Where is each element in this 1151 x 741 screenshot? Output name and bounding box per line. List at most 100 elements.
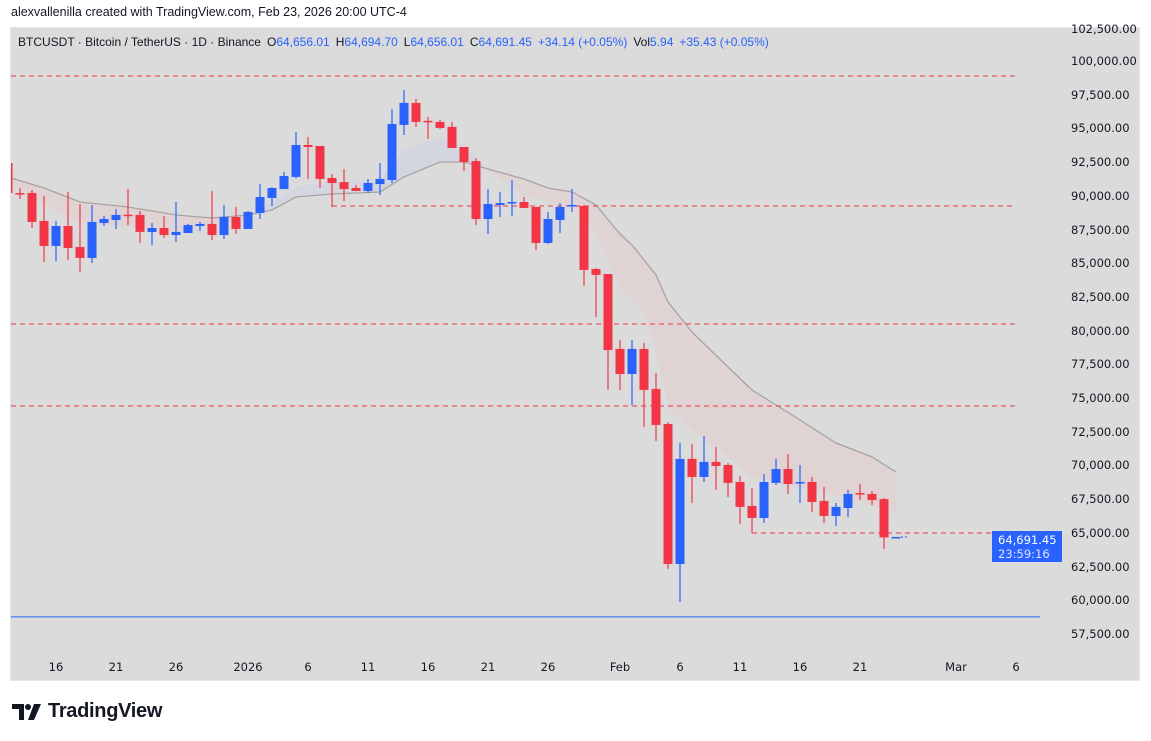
candle-body-up <box>291 144 301 177</box>
last-price-tag: 64,691.45 23:59:16 <box>992 531 1062 562</box>
candle-body-down <box>459 147 469 162</box>
ma-cloud-segment <box>524 178 536 199</box>
candle-body-down <box>639 348 649 390</box>
price-tick-label: 102,500.00 <box>1071 22 1137 37</box>
candle-body-down <box>531 206 541 243</box>
candle-body-up <box>267 187 277 198</box>
ma-cloud-segment <box>680 316 692 430</box>
time-tick-label: 11 <box>360 660 376 674</box>
candle-body-up <box>891 536 901 539</box>
candle-body-down <box>303 144 313 148</box>
candle-body-down <box>603 273 613 351</box>
candle-body-up <box>99 218 109 224</box>
ma-cloud-segment <box>32 184 44 206</box>
symbol-info[interactable]: BTCUSDT · Bitcoin / TetherUS · 1D · Bina… <box>18 35 261 49</box>
candle-body-down <box>471 161 481 219</box>
ma-cloud-segment <box>404 145 416 177</box>
ma-cloud-segment <box>752 389 764 480</box>
candle-body-up <box>375 178 385 185</box>
price-tick-label: 85,000.00 <box>1071 256 1130 271</box>
tradingview-logo-icon <box>12 703 41 720</box>
time-tick-label: 6 <box>1012 660 1020 674</box>
candle-body-up <box>627 348 637 375</box>
candle-body-down <box>747 505 757 518</box>
candle-body-up <box>483 204 493 219</box>
ma-cloud-segment <box>704 343 716 447</box>
price-tick-label: 70,000.00 <box>1071 458 1130 473</box>
candle-body-down <box>123 214 133 217</box>
ma-cloud-segment <box>776 404 788 485</box>
price-tick-label: 67,500.00 <box>1071 492 1130 507</box>
candle-body-up <box>543 218 553 243</box>
ma-cloud-segment <box>80 201 92 224</box>
candle-body-up <box>675 458 685 564</box>
ma-cloud-segment <box>20 180 32 197</box>
ma-cloud-segment <box>320 182 332 195</box>
candle-body-down <box>615 348 625 375</box>
tradingview-wordmark: TradingView <box>48 700 163 722</box>
change-value: +34.14 (+0.05%) <box>537 35 628 49</box>
ma-cloud-segment <box>836 442 848 499</box>
tradingview-logo[interactable]: TradingView <box>12 700 162 723</box>
ma-cloud-segment <box>296 185 308 197</box>
candle-body-down <box>207 223 217 236</box>
price-tick-label: 80,000.00 <box>1071 323 1130 338</box>
candle-body-up <box>243 211 253 229</box>
time-tick-label: 16 <box>48 660 64 674</box>
price-tick-label: 97,500.00 <box>1071 87 1130 102</box>
time-tick-label: 26 <box>540 660 556 674</box>
volume-label: Vol <box>633 35 651 49</box>
candle-body-down <box>231 216 241 229</box>
ma-cloud-segment <box>656 274 668 408</box>
candle-body-up <box>147 228 157 232</box>
ma-cloud-segment <box>728 366 740 467</box>
ma-cloud-segment <box>632 244 644 314</box>
price-tick-label: 57,500.00 <box>1071 626 1130 641</box>
candle-body-up <box>771 469 781 483</box>
volume-value: 5.94 <box>650 35 674 49</box>
time-tick-label: 16 <box>792 660 808 674</box>
candle-body-down <box>411 102 421 122</box>
candle-body-down <box>11 163 13 193</box>
candle-body-down <box>159 228 169 236</box>
ma-cloud-segment <box>692 331 704 439</box>
candle-body-down <box>27 192 37 222</box>
time-tick-label: 2026 <box>233 660 263 674</box>
ma-cloud-segment <box>416 140 428 172</box>
ma-cloud-segment <box>788 412 800 488</box>
ma-cloud-segment <box>68 197 80 223</box>
candle-body-down <box>579 206 589 270</box>
candle-body-down <box>351 187 361 191</box>
candle-body-up <box>399 102 409 125</box>
candle-body-up <box>507 202 517 204</box>
candle-body-down <box>867 493 877 501</box>
price-tick-label: 90,000.00 <box>1071 188 1130 203</box>
ma-cloud-segment <box>668 301 680 419</box>
candle-body-up <box>567 204 577 207</box>
candle-body-down <box>339 182 349 190</box>
candle-body-up <box>555 206 565 220</box>
candle-body-down <box>711 461 721 466</box>
candle-body-down <box>435 121 445 128</box>
candle-body-down <box>855 493 865 495</box>
candle-body-down <box>75 247 85 258</box>
ma-cloud-segment <box>284 186 296 204</box>
time-tick-label: 21 <box>480 660 496 674</box>
chart-pane[interactable] <box>10 27 1140 681</box>
ma-cloud-segment <box>812 427 824 493</box>
time-tick-label: Feb <box>609 660 631 674</box>
price-tick-label: 100,000.00 <box>1071 53 1137 68</box>
low-label: L <box>403 35 411 49</box>
low-value: 64,656.01 <box>410 35 464 49</box>
ma-cloud-segment <box>308 183 320 196</box>
candle-body-down <box>315 145 325 179</box>
ma-cloud-segment <box>536 183 548 202</box>
ma-cloud-segment <box>44 187 56 212</box>
ma-cloud-segment <box>272 193 284 210</box>
candle-body-down <box>651 388 661 425</box>
last-price: 64,691.45 <box>998 533 1057 547</box>
ma-cloud-segment <box>608 219 620 287</box>
candle-body-up <box>279 175 289 190</box>
candle-body-up <box>87 221 97 258</box>
